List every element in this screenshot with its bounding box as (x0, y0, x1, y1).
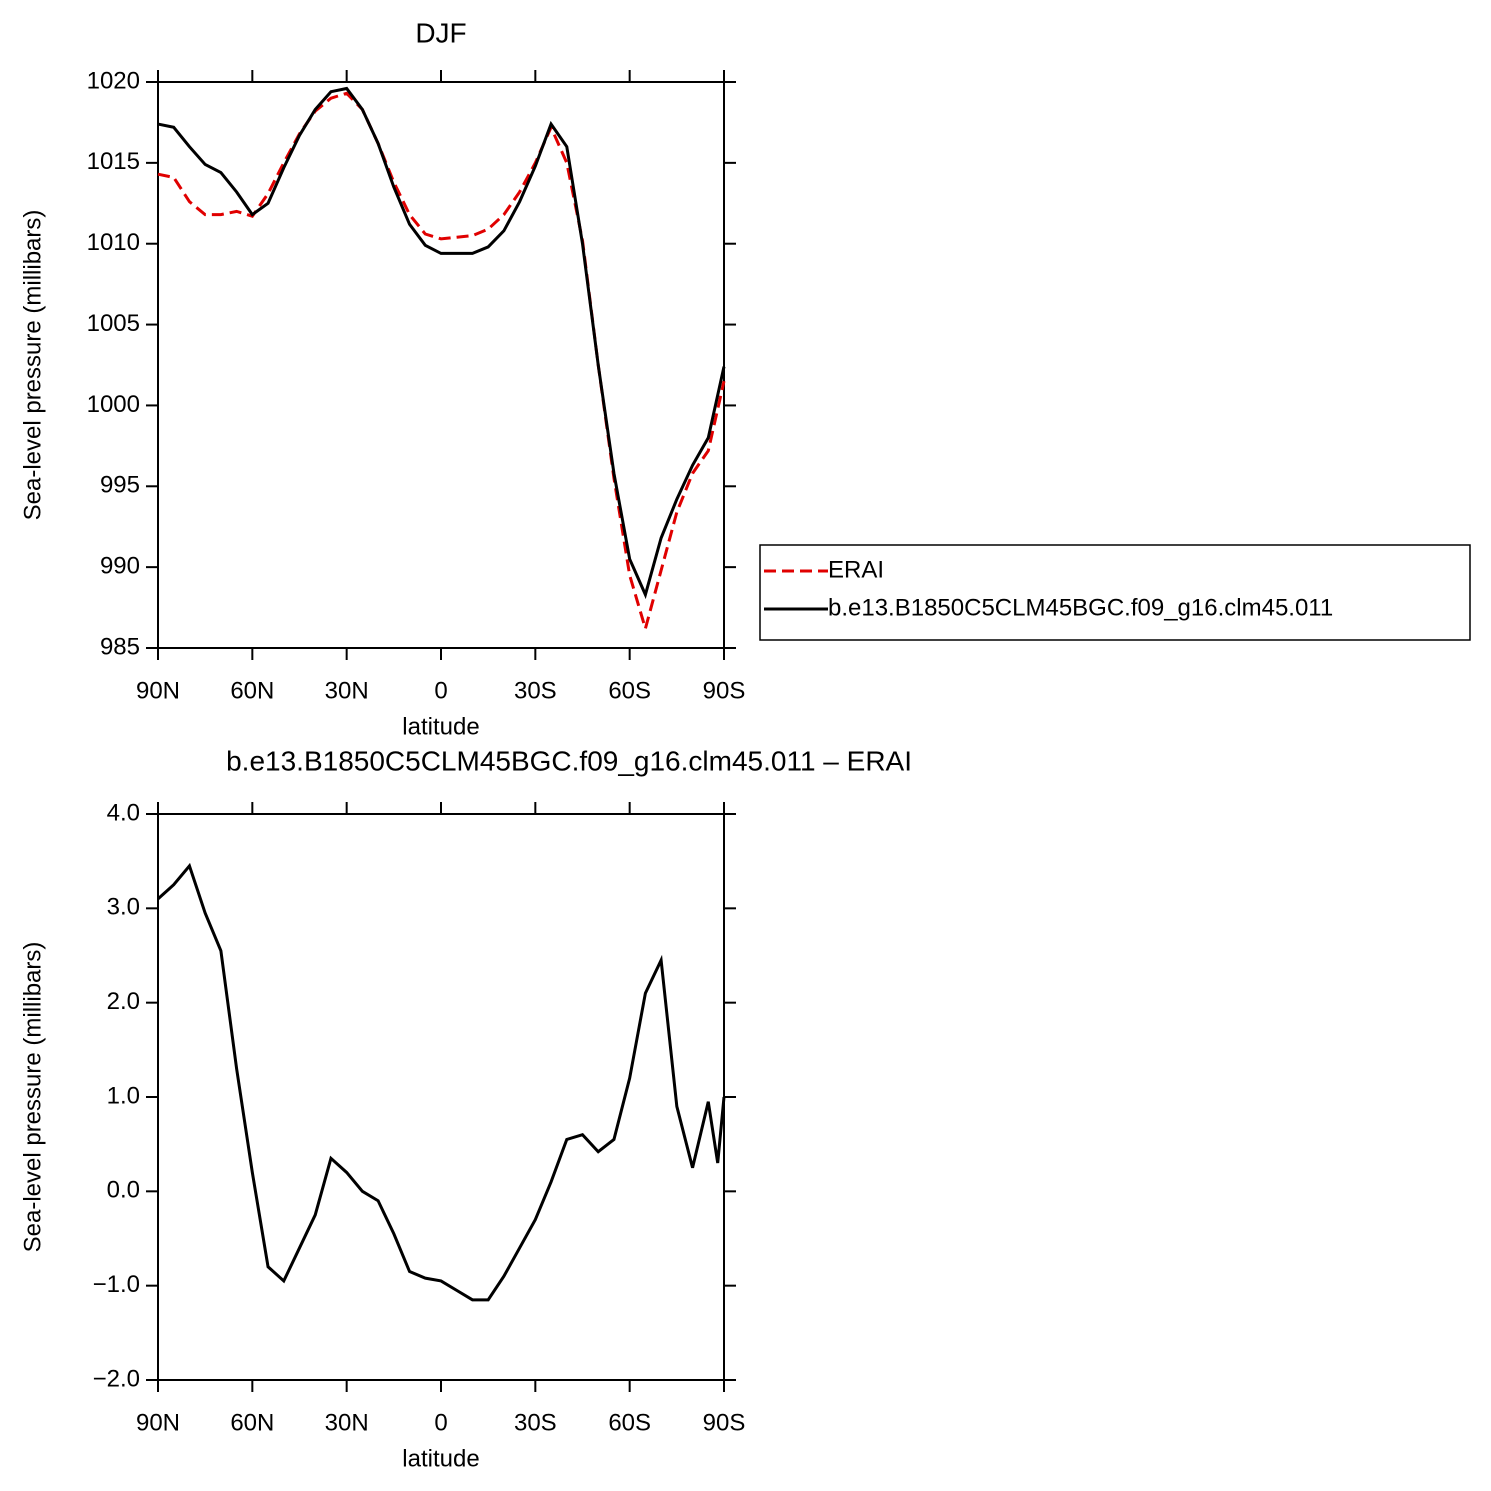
data-line (157, 86, 726, 600)
y-axis-label: Sea-level pressure (millibars) (19, 942, 46, 1253)
x-tick-label: 60S (608, 1409, 651, 1436)
x-tick-label: 30S (514, 677, 557, 704)
y-tick-label: 4.0 (107, 799, 140, 826)
y-axis-label: Sea-level pressure (millibars) (19, 210, 46, 521)
x-tick-label: 90N (136, 677, 180, 704)
y-tick-label: 2.0 (107, 988, 140, 1015)
y-tick-label: 1005 (87, 310, 140, 337)
x-tick-label: 90S (703, 1409, 746, 1436)
x-tick-label: 0 (434, 677, 447, 704)
y-tick-label: 985 (100, 633, 140, 660)
y-tick-label: 995 (100, 472, 140, 499)
plot-frame (157, 81, 725, 649)
y-tick-label: 1000 (87, 391, 140, 418)
y-tick-label: 1015 (87, 148, 140, 175)
x-axis-label: latitude (402, 1445, 479, 1472)
legend-box (759, 544, 1471, 641)
legend-label: b.e13.B1850C5CLM45BGC.f09_g16.clm45.011 (828, 594, 1333, 621)
plot-frame (157, 813, 725, 1381)
y-tick-label: 990 (100, 552, 140, 579)
y-tick-label: 0.0 (107, 1177, 140, 1204)
y-tick-label: 3.0 (107, 894, 140, 921)
x-tick-label: 30N (325, 1409, 369, 1436)
chart-title: DJF (415, 17, 466, 48)
x-tick-label: 30N (325, 677, 369, 704)
x-axis-label: latitude (402, 713, 479, 740)
x-tick-label: 90N (136, 1409, 180, 1436)
y-tick-label: 1.0 (107, 1082, 140, 1109)
x-tick-label: 30S (514, 1409, 557, 1436)
y-tick-label: −1.0 (93, 1271, 140, 1298)
y-tick-label: 1020 (87, 67, 140, 94)
x-tick-label: 60N (230, 1409, 274, 1436)
x-tick-label: 60N (230, 677, 274, 704)
y-tick-label: 1010 (87, 229, 140, 256)
chart-title: b.e13.B1850C5CLM45BGC.f09_g16.clm45.011 … (226, 745, 912, 776)
y-tick-label: −2.0 (93, 1365, 140, 1392)
data-line (156, 862, 726, 1302)
data-line (157, 91, 726, 635)
x-tick-label: 0 (434, 1409, 447, 1436)
legend-label: ERAI (828, 556, 884, 583)
x-tick-label: 60S (608, 677, 651, 704)
x-tick-label: 90S (703, 677, 746, 704)
